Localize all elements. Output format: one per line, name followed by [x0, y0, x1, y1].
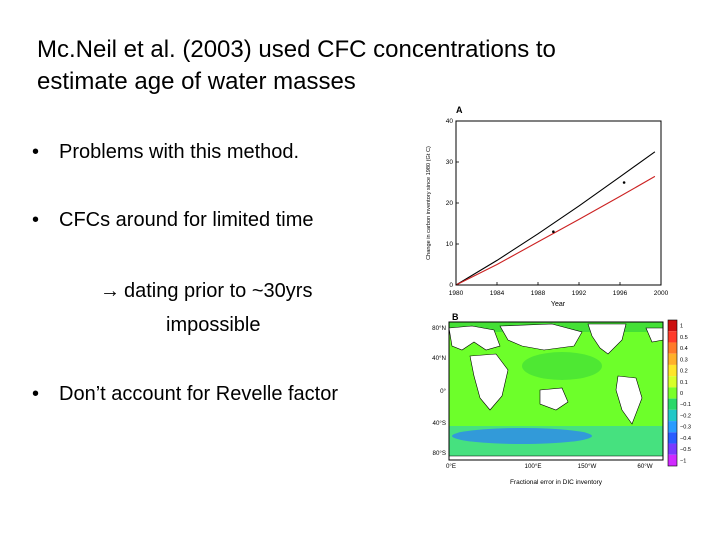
colorbar-label: −1 [680, 458, 686, 464]
bullet-revelle: • Don’t account for Revelle factor [32, 382, 338, 406]
y-tick-label: 30 [446, 159, 454, 166]
panel-label-a: A [456, 105, 463, 115]
lon-tick-label: 150°W [578, 463, 597, 470]
lon-tick-label: 100°E [525, 463, 542, 470]
sub-line-2: impossible [166, 314, 261, 336]
arrow-icon: → [100, 280, 120, 302]
bullet-text: CFCs around for limited time [59, 209, 314, 231]
map-land [448, 323, 664, 461]
lat-tick-label: 80°S [433, 450, 446, 457]
sub-point: → dating prior to ~30yrs impossible [100, 274, 312, 342]
colorbar-frame [667, 319, 678, 467]
lat-tick-label: 40°S [433, 420, 446, 427]
colorbar-label: 0 [680, 391, 683, 397]
series-line-2 [455, 175, 656, 286]
bullet-dot: • [32, 209, 40, 231]
colorbar-label: −0.1 [680, 402, 691, 408]
land-mass [499, 323, 583, 351]
colorbar-swatch [668, 421, 677, 433]
colorbar-label: −0.3 [680, 425, 691, 431]
y-tick-label: 20 [446, 200, 454, 207]
colorbar-swatch [668, 387, 677, 399]
colorbar-swatch [668, 353, 677, 365]
x-tick-label: 1980 [449, 290, 464, 297]
colorbar-swatch [668, 409, 677, 422]
land-mass [615, 375, 643, 425]
bullet-text: Problems with this method. [59, 141, 300, 163]
colorbar-label: 0.4 [680, 346, 688, 352]
colorbar-swatch [668, 443, 677, 455]
x-tick-label: 2000 [654, 290, 669, 297]
colorbar-label: 0.1 [680, 380, 688, 386]
colorbar-label: 0.5 [680, 335, 688, 341]
colorbar-swatch [668, 376, 677, 388]
bullet-dot: • [32, 383, 40, 405]
data-point [552, 230, 555, 233]
lat-tick-label: 80°N [432, 325, 446, 332]
lat-tick-label: 40°N [432, 355, 446, 362]
lon-tick-label: 60°W [637, 463, 652, 470]
plot-frame-a [455, 120, 662, 286]
y-tick-label: 40 [446, 118, 454, 125]
x-tick-label: 1984 [490, 290, 505, 297]
x-tick-label: 1988 [531, 290, 546, 297]
bullet-dot: • [32, 141, 40, 163]
title-line-2: estimate age of water masses [37, 68, 356, 95]
panel-label-b: B [452, 312, 459, 322]
series-line-1 [455, 151, 656, 286]
land-mass [587, 323, 627, 355]
x-axis-label-b: Fractional error in DIC inventory [510, 479, 603, 486]
bullet-cfcs: • CFCs around for limited time [32, 208, 314, 232]
colorbar-swatch [668, 454, 677, 466]
chart-b-fractional-error-map: B 80°N 40°N 0° 40°S 80°S 0°E 100°E 150°W 60°W 1… [432, 312, 691, 486]
land-mass [469, 353, 509, 411]
colorbar-label: 1 [680, 324, 683, 330]
map-frame [448, 321, 664, 461]
colorbar-label: −0.4 [680, 436, 691, 442]
lat-tick-label: 0° [440, 388, 446, 395]
colorbar-swatch [668, 320, 677, 332]
title-line-1: Mc.Neil et al. (2003) used CFC concentra… [37, 36, 556, 63]
x-tick-label: 1992 [572, 290, 587, 297]
land-mass [539, 387, 569, 411]
colorbar-swatch [668, 432, 677, 444]
land-mass [448, 325, 501, 351]
bullet-problems: • Problems with this method. [32, 140, 299, 164]
sub-line-1: dating prior to ~30yrs [124, 280, 313, 302]
colorbar-swatch [668, 331, 677, 343]
land-mass [448, 455, 664, 461]
colorbar-swatch [668, 364, 677, 377]
x-tick-label: 1996 [613, 290, 628, 297]
bullet-text: Don’t account for Revelle factor [59, 383, 339, 405]
slide-title: Mc.Neil et al. (2003) used CFC concentra… [37, 34, 697, 98]
colorbar-label: 0.2 [680, 369, 688, 375]
colorbar-label: 0.3 [680, 357, 688, 363]
chart-a-carbon-inventory: A 1980 1984 1988 1992 1996 2000 0 10 20 30 40 Yea… [426, 105, 669, 308]
y-tick-label: 10 [446, 241, 454, 248]
colorbar-swatch [668, 342, 677, 354]
x-axis-label-a: Year [551, 301, 566, 308]
y-axis-label-a: Change in carbon inventory since 1980 (G… [426, 146, 432, 260]
y-tick-label: 0 [449, 282, 453, 289]
colorbar-label: −0.2 [680, 413, 691, 419]
colorbar-label: −0.5 [680, 447, 691, 453]
data-point [622, 181, 626, 184]
lon-tick-label: 0°E [446, 463, 456, 470]
colorbar-swatch [668, 398, 677, 410]
